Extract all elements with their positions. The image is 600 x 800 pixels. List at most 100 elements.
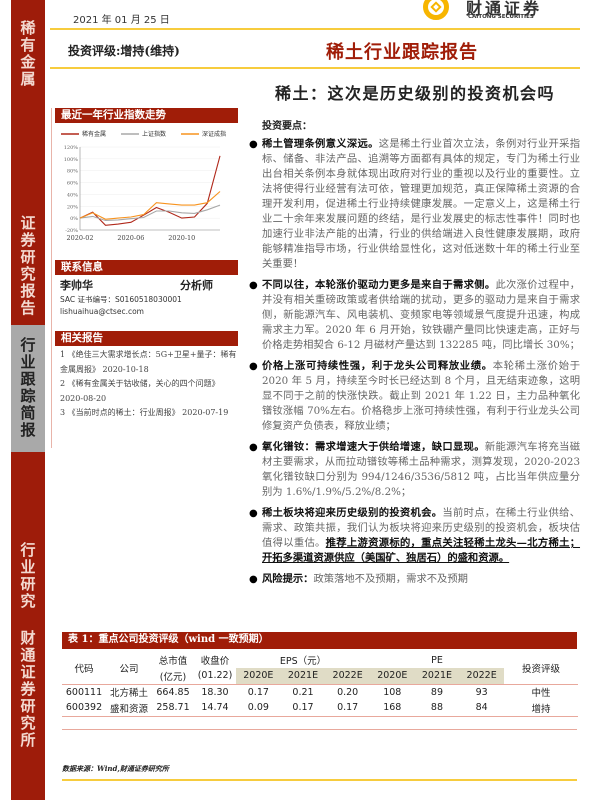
bullet-lead: 不同以往，本轮涨价驱动力更多是来自于需求侧。 [262, 279, 496, 291]
col-eps-2021: 2021E [280, 668, 326, 684]
page-title: 稀土：这次是历史级别的投资机会吗 [275, 84, 556, 103]
bullet-text: 新能源汽车将充当磁材主要需求，从而拉动镨钕等稀土品种需求，测算发现，2020-2… [262, 441, 581, 498]
y-tick-label: 120% [64, 145, 79, 151]
bullet-lead: 稀土板块将迎来历史级别的投资机会。 [262, 507, 443, 519]
sidebar-institute: 行业研究 财通证券研究所 [11, 452, 45, 800]
cell-rating: 中性 [531, 688, 551, 700]
bullet-icon: ● [249, 361, 258, 372]
sidebar-sector-label: 稀有金属 [20, 19, 36, 88]
cell-company: 盛和资源 [109, 703, 148, 715]
bullet-icon: ● [249, 280, 258, 291]
x-tick-label: 2020-10 [168, 234, 195, 242]
investment-rating: 投资评级:增持(维持) [68, 44, 180, 58]
related-report-2[interactable]: 2 《稀有金属关于钴收储，关心的四个问题》 2020-08-20 [60, 379, 220, 403]
header-divider [50, 28, 580, 30]
company-rating-table: 代码 公司 总市值 收盘价 EPS（元） PE 投资评级 (亿元) (01.22… [62, 652, 578, 717]
bullet-lead: 稀土管理条例意义深远。 [262, 138, 379, 150]
series-line-1 [79, 204, 221, 222]
related-heading: 相关报告 [55, 331, 238, 346]
table-section: 表 1：重点公司投资评级（wind 一致预期） 代码 公司 总市值 收盘价 EP… [62, 632, 578, 781]
bullet-opportunity: ● 稀土板块将迎来历史级别的投资机会。当前时点，在稀土行业供给、需求、政策共振，我… [249, 506, 580, 566]
cell-eps: 0.17 [292, 702, 314, 714]
cell-price: 18.30 [201, 686, 229, 698]
cell-rating: 增持 [531, 703, 551, 715]
x-tick-label: 2020-06 [117, 234, 144, 242]
left-column-border [51, 108, 52, 448]
y-tick-label: 0% [70, 216, 78, 222]
cell-pe: 168 [383, 702, 402, 714]
bullet-demand: ● 不同以往，本轮涨价驱动力更多是来自于需求侧。此次涨价过程中，并没有相关重磅政策… [249, 278, 580, 353]
col-rating: 投资评级 [521, 663, 560, 675]
related-report-1[interactable]: 1 《绝佳三大需求增长点：5G+卫星+量子：稀有金属周报》 2020-10-18 [60, 350, 237, 374]
bullet-lead: 价格上涨可持续性强，利于龙头公司释放业绩。 [262, 360, 493, 372]
col-pe: PE [431, 654, 443, 666]
table-row: 600111 北方稀土 664.85 18.30 0.17 0.21 0.20 108 89… [62, 684, 578, 700]
table-title: 表 1：重点公司投资评级（wind 一致预期） [62, 632, 577, 649]
y-tick-label: 100% [64, 157, 79, 163]
bullet-text: 政策落地不及预期，需求不及预期 [313, 573, 468, 585]
y-tick-label: -20% [65, 228, 78, 234]
col-eps-2022: 2022E [325, 668, 370, 684]
bullet-recommendation: 推荐上游资源标的，重点关注轻稀土龙头—北方稀土；开拓多渠道资源供应（美国矿、独居… [262, 537, 581, 564]
sac-number: SAC 证书编号：S0160518030001 [60, 295, 182, 304]
cell-eps: 0.17 [247, 686, 269, 698]
bullet-lead: 氧化镨钕：需求增速大于供给增速，缺口显现。 [262, 441, 485, 453]
key-points-list: ● 稀土管理条例意义深远。这是稀土行业首次立法，条例对行业开采指标、储备、非法产品… [249, 137, 580, 593]
key-points-heading: 投资要点： [262, 121, 312, 132]
col-price-date: (01.22) [197, 670, 233, 682]
bullet-icon: ● [249, 442, 258, 453]
bullet-text: 本轮稀土涨价始于 2020 年 5 月，持续至今时长已经达到 8 个月，且无结束… [262, 360, 581, 432]
bullet-text: 当前时点，在稀土行业供给、需求、政策共振，我们认为板块将迎来历史级别的投资机会，… [262, 507, 581, 549]
sidebar-research-label: 行业研究 [20, 541, 36, 610]
related-report-3[interactable]: 3 《当前时点的稀土：行业周报》 2020-07-19 [60, 408, 229, 417]
y-tick-label: 80% [67, 169, 78, 175]
col-company: 公司 [119, 663, 139, 675]
cell-code: 600111 [65, 686, 103, 698]
table-row: 600392 盛和资源 258.71 14.74 0.09 0.17 0.17 168 88… [62, 700, 578, 716]
col-eps: EPS（元） [279, 656, 327, 667]
logo-icon [423, 0, 449, 20]
bullet-text: 这是稀土行业首次立法，条例对行业开采指标、储备、非法产品、追溯等方面都有具体的规… [262, 138, 581, 270]
cell-eps: 0.09 [247, 702, 269, 714]
logo-text: 财通证券 [466, 0, 543, 18]
analyst-name: 李帅华 [60, 279, 93, 292]
cell-eps: 0.17 [337, 702, 359, 714]
cell-pe: 93 [475, 686, 488, 698]
series-line-0 [79, 155, 221, 226]
bullet-risk: ● 风险提示：政策落地不及预期，需求不及预期 [249, 572, 580, 587]
col-code: 代码 [74, 663, 94, 675]
y-tick-label: 60% [67, 181, 78, 187]
sidebar-report-kind: 行业跟踪简报 [11, 325, 45, 452]
col-pe-2021: 2021E [414, 668, 460, 684]
cell-pe: 88 [430, 702, 443, 714]
cell-pe: 84 [475, 702, 488, 714]
chart-heading: 最近一年行业指数走势 [55, 108, 238, 123]
data-source: 数据来源：Wind,财通证券研究所 [62, 763, 169, 773]
series-line-2 [79, 191, 221, 220]
bullet-icon: ● [249, 574, 258, 585]
cell-mcap: 664.85 [156, 686, 190, 698]
analyst-email[interactable]: lishuaihua@ctsec.com [60, 307, 144, 316]
cell-eps: 0.20 [337, 686, 359, 698]
col-price: 收盘价 [200, 656, 230, 667]
sidebar-sector: 稀有金属 [11, 0, 45, 110]
legend-label: 深证成指 [202, 130, 226, 138]
contact-heading: 联系信息 [55, 260, 238, 275]
sidebar-report-kind-label: 行业跟踪简报 [20, 336, 36, 439]
col-pe-2020: 2020E [369, 668, 415, 684]
analyst-role: 分析师 [180, 279, 213, 292]
table-bottom-border [62, 728, 577, 730]
cell-pe: 108 [383, 686, 402, 698]
bullet-icon: ● [249, 139, 258, 150]
footer-divider [62, 778, 577, 781]
y-tick-label: 40% [67, 192, 78, 198]
cell-code: 600392 [65, 702, 103, 714]
col-mcap: 总市值 [158, 656, 188, 667]
bullet-text: 此次涨价过程中，并没有相关重磅政策或者供给端的扰动，更多的驱动力是来自于需求侧，… [262, 279, 581, 351]
header-divider [50, 67, 580, 69]
report-date: 2021 年 01 月 25 日 [73, 15, 170, 26]
col-eps-2020: 2020E [236, 668, 281, 684]
y-tick-label: 20% [67, 204, 78, 210]
legend-label: 上证指数 [142, 130, 166, 138]
bullet-regulation: ● 稀土管理条例意义深远。这是稀土行业首次立法，条例对行业开采指标、储备、非法产品… [249, 137, 580, 272]
